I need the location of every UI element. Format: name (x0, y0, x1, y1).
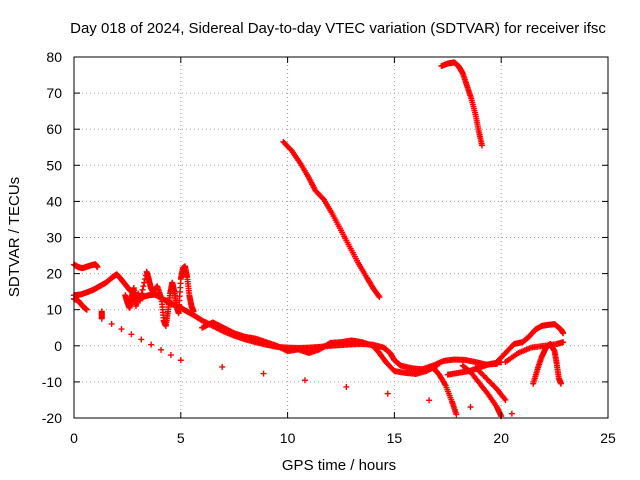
y-tick-label: 70 (46, 85, 62, 101)
data-point (128, 331, 135, 338)
data-point (141, 279, 148, 286)
series-early-high (71, 261, 101, 272)
y-tick-label: 50 (46, 157, 62, 173)
grid-lines (74, 57, 608, 418)
data-point (453, 411, 460, 418)
data-point (140, 283, 147, 290)
data-point (343, 383, 350, 390)
series-outliers (98, 308, 515, 417)
data-point (148, 341, 155, 348)
series-early-low (71, 295, 90, 313)
y-tick-label: 10 (46, 302, 62, 318)
data-point (137, 297, 144, 304)
series-mid-cluster (199, 319, 441, 377)
data-point (138, 336, 145, 343)
x-tick-label: 15 (387, 430, 403, 446)
data-point (502, 396, 509, 403)
series-late-tail (502, 339, 567, 366)
chart-title: Day 018 of 2024, Sidereal Day-to-day VTE… (70, 20, 606, 37)
data-point (190, 308, 197, 315)
x-tick-label: 0 (70, 430, 78, 446)
data-point (384, 390, 391, 397)
data-point (83, 306, 90, 313)
data-point (301, 377, 308, 384)
data-point (558, 380, 565, 387)
data-point (260, 370, 267, 377)
data-point (98, 315, 105, 322)
x-tick-label: 5 (177, 430, 185, 446)
data-point (219, 363, 226, 370)
data-point (139, 286, 146, 293)
data-point (434, 362, 441, 369)
series-late-peak (438, 59, 485, 149)
axis-ticks: 0 5 10 15 20 25 -20 -10 0 10 20 30 40 50 60 70 80 (42, 49, 616, 446)
x-axis-title: GPS time / hours (282, 457, 396, 474)
data-point (375, 292, 382, 299)
data-point (118, 326, 125, 333)
y-tick-label: 60 (46, 121, 62, 137)
y-tick-label: 40 (46, 193, 62, 209)
data-point (94, 264, 101, 271)
y-tick-label: 80 (46, 49, 62, 65)
y-tick-label: -20 (42, 410, 62, 426)
data-point (560, 339, 567, 346)
series-late-drop-a (429, 364, 460, 418)
data-point (167, 352, 174, 359)
data-point (177, 357, 184, 364)
data-point (560, 330, 567, 337)
series-mid-fall (280, 138, 383, 301)
y-tick-label: 0 (54, 338, 62, 354)
data-point (138, 294, 145, 301)
y-axis-title: SDTVAR / TECUs (6, 177, 23, 297)
data-point (138, 290, 145, 297)
y-tick-label: -10 (42, 374, 62, 390)
data-point (108, 320, 115, 327)
y-tick-label: 20 (46, 266, 62, 282)
data-point (426, 397, 433, 404)
data-point (508, 410, 515, 417)
data-point (376, 294, 383, 301)
series-late-rise (493, 321, 567, 366)
x-tick-label: 25 (600, 430, 616, 446)
series-early-rise (71, 271, 500, 373)
data-point (467, 403, 474, 410)
x-tick-label: 10 (280, 430, 296, 446)
data-points (71, 59, 567, 420)
y-tick-label: 30 (46, 230, 62, 246)
series-noisy-mid (122, 263, 197, 329)
data-point (158, 346, 165, 353)
data-point (478, 142, 485, 149)
x-tick-label: 20 (493, 430, 509, 446)
